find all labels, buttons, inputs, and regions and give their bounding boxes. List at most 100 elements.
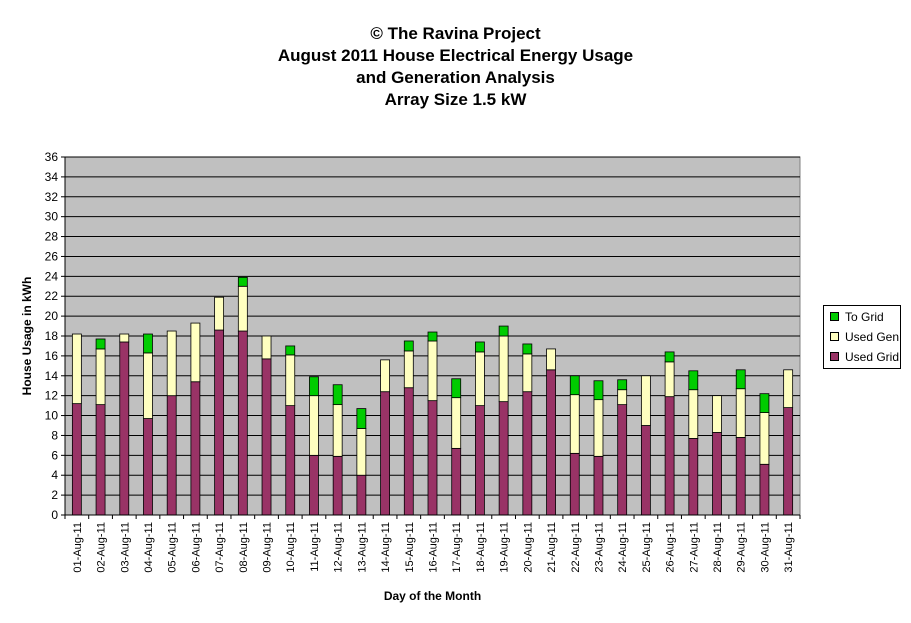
legend-item-used-grid: Used Grid xyxy=(830,349,899,365)
x-tick-label: 05-Aug-11 xyxy=(167,522,179,573)
bar-used-gen xyxy=(522,353,533,393)
bar-to-grid xyxy=(759,393,770,413)
bar-used-grid xyxy=(356,474,367,516)
x-tick-label: 25-Aug-11 xyxy=(641,522,653,573)
x-tick-label: 28-Aug-11 xyxy=(712,522,724,573)
x-tick-label: 19-Aug-11 xyxy=(499,522,511,573)
x-tick-label: 17-Aug-11 xyxy=(451,522,463,573)
y-tick-label: 34 xyxy=(45,170,59,184)
x-tick-label: 21-Aug-11 xyxy=(546,522,558,573)
axes xyxy=(61,156,801,519)
y-tick-label: 24 xyxy=(45,269,59,283)
bar-to-grid xyxy=(309,376,319,397)
bar-to-grid xyxy=(569,375,580,396)
bar-used-gen xyxy=(475,351,485,407)
bar-used-gen xyxy=(593,399,604,457)
legend-swatch-used-grid xyxy=(830,352,839,362)
legend-item-to-grid: To Grid xyxy=(830,309,884,325)
bar-used-gen xyxy=(309,395,319,456)
bar-to-grid xyxy=(451,378,462,399)
bar-used-grid xyxy=(617,404,628,516)
x-tick-label: 26-Aug-11 xyxy=(665,522,677,573)
bar-used-grid xyxy=(166,395,177,516)
bar-to-grid xyxy=(735,369,746,390)
y-tick-label: 14 xyxy=(45,369,59,383)
bar-used-gen xyxy=(356,428,367,476)
bar-used-gen xyxy=(735,388,746,438)
bar-used-gen xyxy=(664,361,675,398)
bar-used-grid xyxy=(712,432,722,516)
bar-used-grid xyxy=(475,405,485,516)
bar-used-gen xyxy=(451,397,462,449)
bar-used-grid xyxy=(664,396,675,516)
x-tick-label: 02-Aug-11 xyxy=(96,522,108,573)
bar-used-grid xyxy=(309,454,319,516)
bar-used-grid xyxy=(190,381,201,516)
bar-used-grid xyxy=(498,401,509,516)
x-tick-label: 30-Aug-11 xyxy=(759,522,771,573)
bar-used-grid xyxy=(451,447,462,516)
bar-to-grid xyxy=(522,343,533,355)
bar-used-grid xyxy=(593,455,604,516)
legend: To Grid Used Gen Used Grid xyxy=(823,305,901,369)
legend-label-to-grid: To Grid xyxy=(845,310,884,324)
bar-used-grid xyxy=(237,330,248,516)
bar-used-gen xyxy=(783,369,794,408)
bar-used-gen xyxy=(617,389,628,406)
y-tick-label: 6 xyxy=(51,448,58,462)
bar-to-grid xyxy=(332,384,343,406)
x-tick-label: 10-Aug-11 xyxy=(285,522,297,573)
x-axis-label: Day of the Month xyxy=(384,589,481,603)
chart-title: © The Ravina Project August 2011 House E… xyxy=(0,23,911,111)
x-tick-label: 07-Aug-11 xyxy=(214,522,226,573)
x-tick-label: 18-Aug-11 xyxy=(475,522,487,573)
bar-used-grid xyxy=(380,391,390,516)
x-tick-label: 31-Aug-11 xyxy=(783,522,795,573)
bar-used-grid xyxy=(783,407,794,516)
x-tick-label: 20-Aug-11 xyxy=(522,522,534,573)
bar-to-grid xyxy=(403,340,414,352)
bar-used-gen xyxy=(332,404,343,457)
legend-label-used-grid: Used Grid xyxy=(845,350,900,364)
x-tick-label: 29-Aug-11 xyxy=(736,522,748,573)
bar-used-grid xyxy=(735,437,746,516)
title-line-3: and Generation Analysis xyxy=(356,68,555,87)
bar-used-gen xyxy=(71,333,82,405)
y-tick-label: 2 xyxy=(51,488,58,502)
bar-used-gen xyxy=(95,348,106,406)
x-tick-label: 27-Aug-11 xyxy=(688,522,700,573)
bar-used-gen xyxy=(166,330,177,397)
bar-to-grid xyxy=(593,380,604,401)
bar-to-grid xyxy=(95,338,106,350)
bar-to-grid xyxy=(688,370,699,391)
bar-used-gen xyxy=(759,412,770,465)
y-tick-label: 28 xyxy=(45,230,59,244)
bars xyxy=(71,276,794,516)
bar-used-gen xyxy=(285,354,296,407)
bar-used-gen xyxy=(688,389,699,439)
x-tick-label: 15-Aug-11 xyxy=(404,522,416,573)
bar-to-grid xyxy=(617,379,628,391)
bar-used-grid xyxy=(427,400,438,516)
bar-used-gen xyxy=(380,359,390,393)
bar-used-grid xyxy=(95,404,106,516)
bar-used-gen xyxy=(427,340,438,402)
y-tick-label: 32 xyxy=(45,190,59,204)
bar-to-grid xyxy=(285,345,296,356)
bar-used-grid xyxy=(285,405,296,516)
x-tick-label: 04-Aug-11 xyxy=(143,522,155,573)
x-tick-label: 11-Aug-11 xyxy=(309,522,321,572)
bar-used-gen xyxy=(546,348,556,371)
x-tick-label: 23-Aug-11 xyxy=(593,522,605,573)
bar-used-gen xyxy=(498,335,509,403)
bar-to-grid xyxy=(475,341,485,353)
x-tick-label: 24-Aug-11 xyxy=(617,522,629,573)
y-tick-label: 8 xyxy=(51,428,58,442)
title-line-1: © The Ravina Project xyxy=(370,24,541,43)
bar-used-gen xyxy=(143,352,153,419)
bar-used-grid xyxy=(640,425,651,516)
legend-swatch-to-grid xyxy=(830,312,839,322)
y-tick-label: 20 xyxy=(45,309,59,323)
